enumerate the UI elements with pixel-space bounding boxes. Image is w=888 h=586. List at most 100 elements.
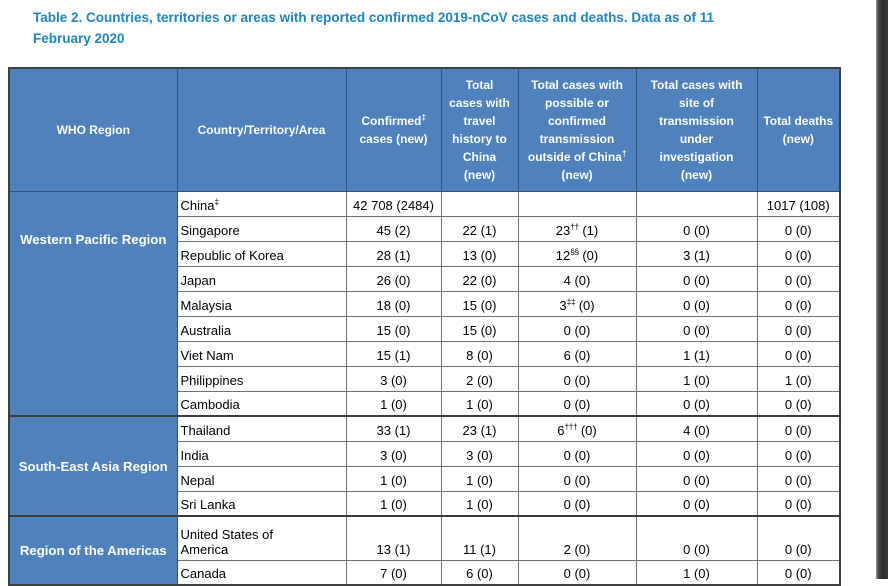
cell-total-deaths: 0 (0) bbox=[756, 340, 841, 367]
cell-travel-history-china bbox=[440, 190, 519, 217]
table-row: Region of the Americas United States of A… bbox=[8, 515, 841, 586]
cell-confirmed-cases: 42 708 (2484) bbox=[345, 190, 442, 217]
page-title-line-2: February 2020 bbox=[33, 31, 125, 46]
country-name: Nepal bbox=[176, 465, 347, 492]
cell-under-investigation: 3 (1) bbox=[635, 240, 758, 267]
cell-transmission-outside-china: 0 (0) bbox=[517, 390, 637, 417]
cell-total-deaths: 0 (0) bbox=[756, 465, 841, 492]
country-name: Republic of Korea bbox=[176, 240, 347, 267]
header-row: WHO Region Country/Territory/Area Confir… bbox=[8, 67, 841, 192]
country-name: Canada bbox=[176, 559, 347, 586]
cell-under-investigation: 0 (0) bbox=[635, 440, 758, 467]
cell-transmission-outside-china: 0 (0) bbox=[517, 465, 637, 492]
cell-total-deaths: 0 (0) bbox=[756, 490, 841, 517]
cell-travel-history-china: 23 (1) bbox=[440, 415, 519, 442]
page-title-line-1: Table 2. Countries, territories or areas… bbox=[33, 10, 714, 25]
cell-travel-history-china: 1 (0) bbox=[440, 490, 519, 517]
cell-total-deaths: 1 (0) bbox=[756, 365, 841, 392]
country-name: Thailand bbox=[176, 415, 347, 442]
cases-table: WHO Region Country/Territory/Area Confir… bbox=[8, 67, 841, 586]
country-name: Cambodia bbox=[176, 390, 347, 417]
cell-total-deaths: 1017 (108) bbox=[756, 190, 841, 217]
cell-under-investigation: 0 (0) bbox=[635, 215, 758, 242]
cell-transmission-outside-china: 6††† (0) bbox=[517, 415, 637, 442]
cell-confirmed-cases: 3 (0) bbox=[345, 440, 442, 467]
country-name: Philippines bbox=[176, 365, 347, 392]
table-row: Philippines 3 (0) 2 (0) 0 (0) 1 (0) 1 (0) bbox=[9, 365, 841, 392]
cell-transmission-outside-china: 3‡‡ (0) bbox=[517, 290, 637, 317]
cell-under-investigation: 0 (0) bbox=[635, 315, 758, 342]
header-label: cases (new) bbox=[359, 131, 428, 146]
cell-confirmed-cases: 33 (1) bbox=[345, 415, 442, 442]
cell-travel-history-china: 13 (0) bbox=[440, 240, 519, 267]
cell-confirmed-cases: 13 (1) bbox=[345, 515, 442, 561]
cell-travel-history-china: 6 (0) bbox=[440, 559, 519, 586]
table-row: Cambodia 1 (0) 1 (0) 0 (0) 0 (0) 0 (0) bbox=[9, 390, 841, 417]
cell-under-investigation bbox=[635, 190, 758, 217]
region-cell: Western Pacific Region bbox=[8, 190, 178, 417]
cell-confirmed-cases: 1 (0) bbox=[345, 490, 442, 517]
cell-travel-history-china: 1 (0) bbox=[440, 465, 519, 492]
cell-total-deaths: 0 (0) bbox=[756, 215, 841, 242]
cell-confirmed-cases: 3 (0) bbox=[345, 365, 442, 392]
cell-under-investigation: 0 (0) bbox=[635, 265, 758, 292]
cell-transmission-outside-china: 0 (0) bbox=[517, 315, 637, 342]
cell-total-deaths: 0 (0) bbox=[756, 390, 841, 417]
cell-transmission-outside-china: 0 (0) bbox=[517, 440, 637, 467]
cell-travel-history-china: 8 (0) bbox=[440, 340, 519, 367]
footnote-marker: ‡‡ bbox=[566, 296, 576, 307]
cell-transmission-outside-china: 0 (0) bbox=[517, 559, 637, 586]
header-travel-history-china: Total cases with travel history to China… bbox=[440, 67, 519, 192]
region-label: Western Pacific Region bbox=[20, 231, 167, 247]
cell-travel-history-china: 22 (0) bbox=[440, 265, 519, 292]
cell-travel-history-china: 15 (0) bbox=[440, 315, 519, 342]
cell-confirmed-cases: 28 (1) bbox=[345, 240, 442, 267]
cell-total-deaths: 0 (0) bbox=[756, 415, 841, 442]
cell-travel-history-china: 15 (0) bbox=[440, 290, 519, 317]
cell-travel-history-china: 1 (0) bbox=[440, 390, 519, 417]
cell-under-investigation: 1 (0) bbox=[635, 365, 758, 392]
header-label: Country/Territory/Area bbox=[197, 122, 326, 137]
cell-transmission-outside-china bbox=[517, 190, 637, 217]
cell-under-investigation: 0 (0) bbox=[635, 515, 758, 561]
footnote-marker: ‡ bbox=[421, 111, 426, 122]
cell-transmission-outside-china: 4 (0) bbox=[517, 265, 637, 292]
country-name: Australia bbox=[176, 315, 347, 342]
table-row: Japan 26 (0) 22 (0) 4 (0) 0 (0) 0 (0) bbox=[9, 265, 841, 292]
cell-transmission-outside-china: 0 (0) bbox=[517, 490, 637, 517]
region-cell: South-East Asia Region bbox=[8, 415, 178, 517]
footnote-marker: † bbox=[621, 147, 627, 158]
cell-confirmed-cases: 18 (0) bbox=[345, 290, 442, 317]
cell-total-deaths: 0 (0) bbox=[756, 290, 841, 317]
cell-under-investigation: 4 (0) bbox=[635, 415, 758, 442]
header-label: Total deaths (new) bbox=[763, 113, 834, 146]
region-label: South-East Asia Region bbox=[18, 458, 168, 474]
cell-total-deaths: 0 (0) bbox=[756, 240, 841, 267]
table-row: Nepal 1 (0) 1 (0) 0 (0) 0 (0) 0 (0) bbox=[9, 465, 841, 492]
header-under-investigation: Total cases with site of transmission un… bbox=[635, 67, 758, 192]
cell-confirmed-cases: 15 (0) bbox=[345, 315, 442, 342]
table-body: Western Pacific Region China‡ 42 708 (2484… bbox=[8, 190, 841, 586]
cell-total-deaths: 0 (0) bbox=[756, 515, 841, 561]
cell-travel-history-china: 11 (1) bbox=[440, 515, 519, 561]
cell-confirmed-cases: 1 (0) bbox=[345, 390, 442, 417]
cell-transmission-outside-china: 2 (0) bbox=[517, 515, 637, 561]
country-name: United States of America bbox=[176, 515, 347, 561]
cell-total-deaths: 0 (0) bbox=[756, 265, 841, 292]
country-name: Singapore bbox=[176, 215, 347, 242]
cell-transmission-outside-china: 12§§ (0) bbox=[517, 240, 637, 267]
footnote-marker: †† bbox=[570, 221, 579, 232]
cell-travel-history-china: 22 (1) bbox=[440, 215, 519, 242]
table-header: WHO Region Country/Territory/Area Confir… bbox=[8, 67, 841, 192]
cell-total-deaths: 0 (0) bbox=[756, 315, 841, 342]
header-label: WHO Region bbox=[56, 122, 130, 137]
table-row: Australia 15 (0) 15 (0) 0 (0) 0 (0) 0 (0) bbox=[9, 315, 841, 342]
cell-confirmed-cases: 15 (1) bbox=[345, 340, 442, 367]
table-row: Western Pacific Region China‡ 42 708 (2484… bbox=[8, 190, 841, 417]
region-label: Region of the Americas bbox=[19, 543, 167, 558]
cell-under-investigation: 0 (0) bbox=[635, 465, 758, 492]
country-name: Sri Lanka bbox=[176, 490, 347, 517]
header-confirmed-cases: Confirmed‡ cases (new) bbox=[345, 67, 442, 192]
cell-confirmed-cases: 26 (0) bbox=[345, 265, 442, 292]
country-name: India bbox=[176, 440, 347, 467]
